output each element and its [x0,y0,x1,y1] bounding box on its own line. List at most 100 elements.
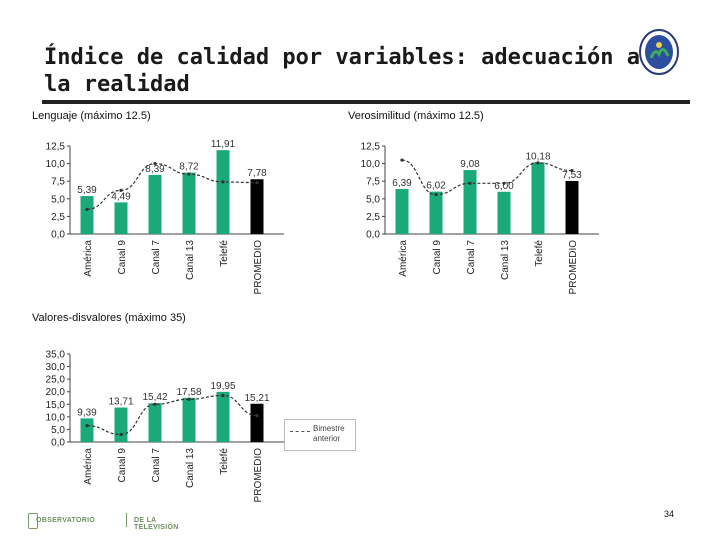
title-divider [42,100,690,104]
y-tick-label: 0,0 [51,438,65,449]
previous-period-line [86,394,258,436]
x-tick-label: Canal 9 [117,448,128,483]
chart-1-title: Lenguaje (máximo 12.5) [32,110,151,122]
previous-period-point [153,402,157,406]
y-tick-label: 35,0 [46,350,66,361]
chart-2-title: Verosimilitud (máximo 12.5) [348,110,484,122]
chart-legend: Bimestre anterior [284,419,356,451]
footer-logo-right-text: DE LA TELEVISIÓN [134,517,179,531]
legend-label: Bimestre anterior [313,424,345,443]
previous-period-point [187,397,191,401]
page-title: Índice de calidad por variables: adecuac… [44,45,641,97]
previous-period-point [434,192,438,197]
bar [565,180,579,234]
legend-line-swatch [290,431,310,432]
chart-valores-disvalores: 0,0 5,0 10,015,0 20,025,0 30,035,0 9,39 Améric… [46,350,284,503]
y-tick-label: 20,0 [46,387,66,398]
bar [497,191,511,234]
y-tick-label: 7,5 [51,177,65,188]
y-tick-label: 10,0 [46,159,66,170]
x-tick-label: Canal 13 [185,448,196,488]
data-label: 15,42 [142,392,167,403]
data-label: 19,95 [210,381,235,392]
previous-period-point [255,181,259,185]
y-tick-label: 30,0 [46,362,66,373]
footer-logo: OBSERVATORIO DE LA TELEVISIÓN [28,511,188,531]
y-tick-label: 0,0 [51,230,65,241]
bar [114,407,128,442]
previous-period-point [502,181,506,185]
previous-period-point [570,169,574,173]
x-tick-label: Canal 7 [466,240,477,275]
x-tick-label: América [398,240,409,277]
y-tick-label: 0,0 [366,230,380,241]
page-number: 34 [664,509,675,519]
bar [80,196,94,234]
previous-period-point [400,158,404,162]
data-label: 17,58 [176,387,201,398]
previous-period-point [187,172,191,176]
data-label: 15,21 [244,393,269,404]
x-tick-label: PROMEDIO [568,240,579,295]
previous-period-point [153,162,157,166]
bar [216,150,230,234]
chart-lenguaje: 0,0 2,5 5,0 7,5 10,0 12,5 5,39 América 4,49 Canal… [46,139,284,295]
previous-period-line [86,162,258,210]
previous-period-line [401,159,573,196]
bar [250,179,264,234]
data-label: 6,00 [494,181,514,192]
bar [216,391,230,442]
data-label: 9,08 [460,159,480,170]
data-label: 13,71 [108,397,133,408]
data-label: 11,91 [211,139,236,150]
data-label: 8,39 [145,164,165,175]
bar [114,202,128,234]
x-tick-label: Canal 13 [500,240,511,280]
bar [395,189,409,234]
bar [531,162,545,234]
bar [182,397,196,442]
data-label: 7,53 [562,170,582,181]
y-tick-label: 2,5 [366,212,380,223]
y-tick-label: 5,0 [366,194,380,205]
x-tick-label: PROMEDIO [253,448,264,503]
data-label: 7,78 [247,168,267,179]
x-tick-label: PROMEDIO [253,240,264,295]
bar [80,418,94,442]
previous-period-point [255,414,259,418]
bar [148,403,162,442]
previous-period-point [119,188,123,192]
bar [148,174,162,234]
y-tick-label: 10,0 [46,412,66,423]
x-tick-label: Telefé [534,240,545,267]
x-tick-label: Canal 9 [432,240,443,275]
y-tick-label: 5,0 [51,194,65,205]
bar [182,172,196,234]
data-label: 8,72 [179,162,199,173]
footer-logo-left-text: OBSERVATORIO [36,517,96,524]
x-tick-label: América [83,240,94,277]
previous-period-point [536,161,540,165]
y-tick-label: 25,0 [46,375,66,386]
x-tick-label: Canal 7 [151,240,162,275]
chart-verosimilitud: 0,0 2,5 5,0 7,5 10,0 12,5 6,39 América 6,02 Canal… [361,142,599,295]
x-tick-label: Canal 13 [185,240,196,280]
previous-period-point [221,393,225,398]
bar [429,191,443,234]
previous-period-point [221,180,225,184]
previous-period-point [85,424,89,428]
x-tick-label: Telefé [219,240,230,267]
data-label: 5,39 [77,185,97,196]
y-tick-label: 5,0 [51,425,65,436]
x-tick-label: América [83,448,94,485]
previous-period-point [119,432,123,437]
x-tick-label: Canal 9 [117,240,128,275]
y-tick-label: 12,5 [361,142,381,153]
data-label: 9,39 [77,407,97,418]
y-tick-label: 10,0 [361,159,381,170]
data-label: 6,39 [392,178,412,189]
x-tick-label: Telefé [219,448,230,475]
data-label: 10,18 [525,151,550,162]
bar [250,403,264,442]
university-seal-icon [639,29,679,75]
